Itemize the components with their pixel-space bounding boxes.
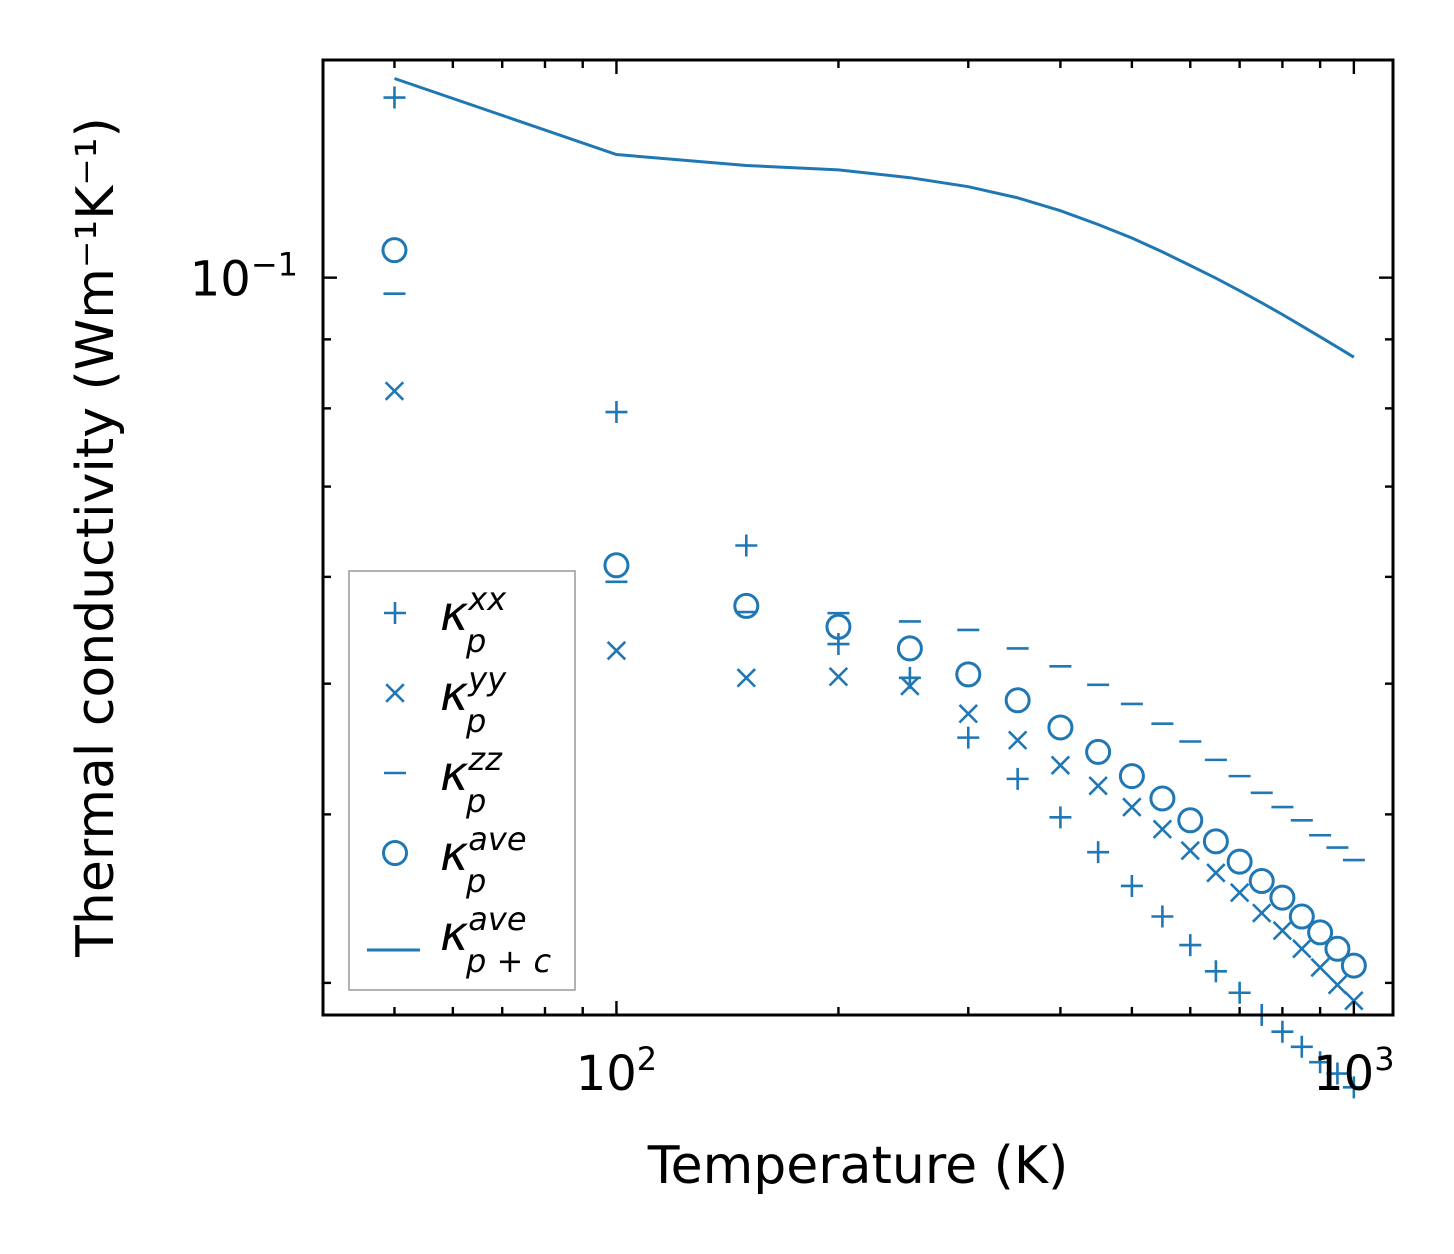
- data-point-kave: [896, 635, 923, 662]
- data-point-kxx: [1309, 1051, 1332, 1074]
- data-point-kyy: [1152, 819, 1173, 839]
- data-point-kxx: [1087, 841, 1110, 864]
- series-kyy: [384, 381, 1364, 1011]
- data-point-kave: [1324, 935, 1351, 962]
- data-point-kyy: [958, 703, 979, 724]
- data-point-kyy: [606, 640, 627, 661]
- series-lines: [394, 77, 1355, 359]
- data-point-kyy: [1229, 882, 1250, 903]
- data-point-kave: [825, 613, 852, 640]
- data-point-kave: [381, 237, 408, 264]
- legend-label: κyy p: [440, 660, 507, 740]
- data-point-kxx: [1342, 1076, 1365, 1099]
- data-point-kave: [1118, 763, 1145, 790]
- x-tick-label: 103: [1313, 1040, 1394, 1102]
- legend-marker-x: [385, 683, 405, 703]
- legend-label: κzz p: [440, 740, 503, 820]
- data-point-kxx: [957, 726, 980, 749]
- data-point-kyy: [1088, 776, 1108, 796]
- series-kxx: [383, 86, 1365, 1099]
- data-point-kave: [1226, 848, 1253, 875]
- legend-entry-zz: κzz p: [384, 740, 503, 820]
- legend-entry-ave: κave p + c: [367, 900, 551, 980]
- legend-label: κave p: [440, 820, 527, 900]
- data-point-kxx: [1290, 1035, 1313, 1058]
- data-point-kave: [955, 661, 982, 688]
- data-point-kxx: [1049, 806, 1072, 829]
- legend-entry-xx: κxx p: [384, 580, 507, 660]
- data-point-kave: [1269, 884, 1296, 911]
- data-point-kave: [1202, 828, 1229, 855]
- data-point-kave: [1047, 714, 1074, 741]
- data-point-kave: [1149, 785, 1176, 812]
- legend-label: κxx p: [440, 580, 507, 660]
- data-point-kave: [1085, 738, 1112, 765]
- data-point-kxx: [1204, 960, 1227, 983]
- data-point-kxx: [1006, 767, 1029, 790]
- data-point-kave: [1004, 687, 1031, 714]
- series-kzz: [383, 292, 1365, 862]
- y-axis-label: Thermal conductivity (Wm⁻¹K⁻¹): [66, 117, 126, 958]
- data-point-kyy: [1007, 730, 1028, 750]
- data-point-kave: [1307, 919, 1334, 946]
- data-point-kyy: [1310, 957, 1330, 978]
- data-point-kyy: [828, 666, 849, 687]
- data-point-kyy: [736, 668, 757, 688]
- legend-marker-plus: [384, 602, 406, 624]
- legend-entry-ave: κave p: [382, 820, 527, 900]
- data-point-kyy: [1180, 840, 1200, 861]
- x-tick-label: 102: [576, 1040, 657, 1102]
- data-point-kave: [733, 592, 760, 619]
- data-point-kave: [1248, 867, 1275, 894]
- data-points: [381, 86, 1367, 1099]
- data-point-kyy: [1252, 903, 1272, 923]
- data-point-kxx: [1326, 1062, 1349, 1085]
- legend-box: [348, 570, 576, 991]
- data-point-kave: [1288, 903, 1315, 930]
- data-point-kxx: [1179, 934, 1202, 957]
- data-point-kyy: [384, 381, 405, 401]
- data-point-kyy: [900, 676, 920, 696]
- data-point-kyy: [1206, 863, 1226, 883]
- plot-frame: [321, 58, 1395, 1017]
- legend-marker-circle: [382, 840, 408, 866]
- data-point-kave: [1177, 807, 1204, 834]
- data-point-kxx: [605, 401, 628, 424]
- data-point-kxx: [1120, 874, 1143, 897]
- data-point-kxx: [735, 534, 758, 557]
- axes: 102 103 10−1: [190, 58, 1395, 1102]
- x-axis-label: Temperature (K): [647, 1136, 1069, 1196]
- data-point-kxx: [383, 86, 406, 109]
- data-point-kyy: [1292, 939, 1312, 959]
- data-point-kyy: [1272, 920, 1293, 941]
- data-point-kyy: [1344, 991, 1364, 1011]
- legend-label: κave p + c: [440, 900, 551, 980]
- series-kave: [381, 237, 1367, 979]
- legend-entry-yy: κyy p: [385, 660, 507, 740]
- data-point-kxx: [1228, 981, 1251, 1004]
- data-point-kyy: [1122, 797, 1142, 817]
- data-point-kyy: [1050, 755, 1071, 775]
- data-point-kave: [1340, 952, 1367, 979]
- data-point-kyy: [1327, 975, 1348, 995]
- data-point-kave: [603, 552, 630, 579]
- y-tick-label: 10−1: [190, 246, 298, 308]
- data-point-kxx: [1151, 905, 1174, 928]
- series-line-kpc: [394, 77, 1355, 359]
- data-point-kxx: [1271, 1020, 1294, 1043]
- data-point-kxx: [827, 633, 850, 656]
